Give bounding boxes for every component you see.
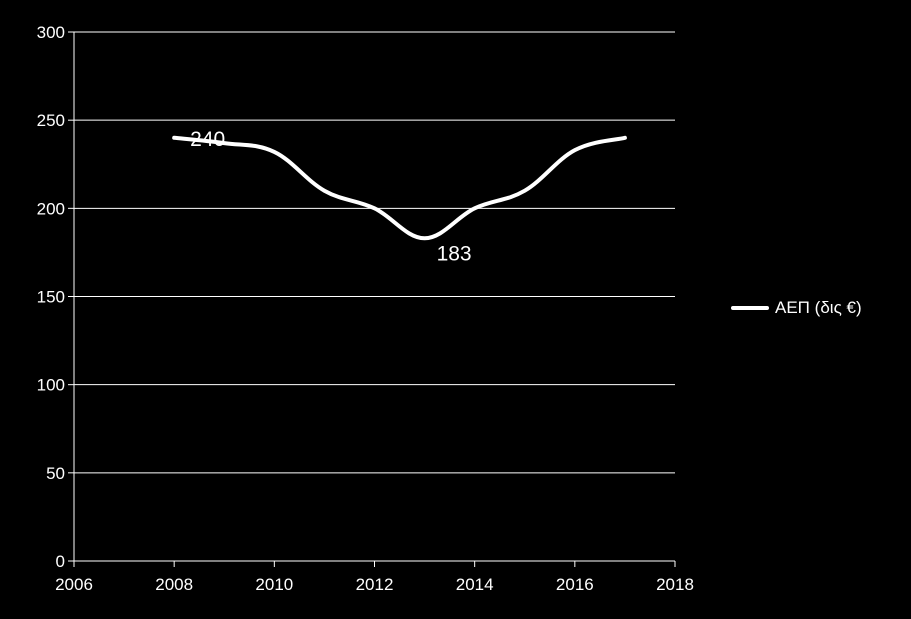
y-tick-label-300: 300 — [37, 23, 65, 42]
legend-label: ΑΕΠ (δις €) — [775, 298, 862, 317]
x-tick-label-2006: 2006 — [55, 575, 93, 594]
legend: ΑΕΠ (δις €) — [731, 298, 862, 318]
legend-swatch — [731, 306, 769, 310]
y-tick-label-150: 150 — [37, 288, 65, 307]
x-tick-label-2016: 2016 — [556, 575, 594, 594]
y-tick-label-200: 200 — [37, 199, 65, 218]
y-tick-label-100: 100 — [37, 376, 65, 395]
series-line-0 — [172, 135, 627, 241]
data-label-183: 183 — [437, 242, 472, 265]
y-tick-label-50: 50 — [46, 464, 65, 483]
x-tick-label-2018: 2018 — [656, 575, 694, 594]
y-tick-label-0: 0 — [56, 552, 65, 571]
x-tick-label-2012: 2012 — [356, 575, 394, 594]
x-tick-label-2008: 2008 — [155, 575, 193, 594]
x-tick-label-2014: 2014 — [456, 575, 494, 594]
y-tick-label-250: 250 — [37, 111, 65, 130]
data-label-240: 240 — [190, 128, 225, 151]
x-tick-label-2010: 2010 — [255, 575, 293, 594]
